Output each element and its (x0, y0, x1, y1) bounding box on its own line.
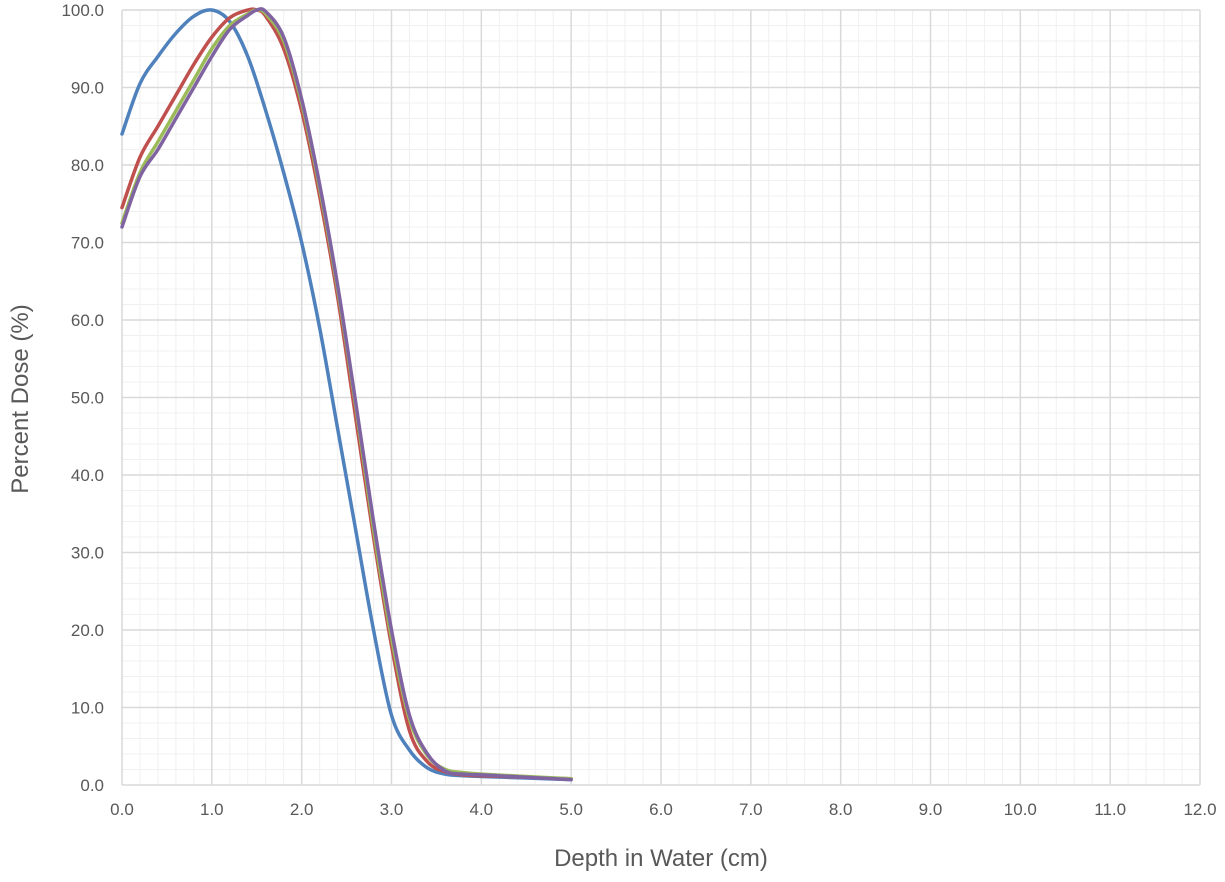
x-tick-label: 4.0 (470, 800, 494, 819)
y-axis-title: Percent Dose (%) (7, 304, 34, 493)
series-line-3 (120, 8, 573, 781)
x-axis-tick-labels: 0.0 1.0 2.0 3.0 4.0 5.0 6.0 7.0 8.0 9.0 10.0 11.0 12… (110, 800, 1216, 819)
x-tick-label: 8.0 (829, 800, 853, 819)
x-tick-label: 7.0 (739, 800, 763, 819)
x-tick-label: 10.0 (1004, 800, 1037, 819)
x-tick-label: 0.0 (110, 800, 134, 819)
y-tick-label: 10.0 (71, 699, 104, 718)
y-tick-label: 90.0 (71, 79, 104, 98)
x-tick-label: 11.0 (1094, 800, 1126, 819)
y-tick-label: 70.0 (71, 234, 104, 253)
series-line-2 (120, 7, 573, 781)
x-tick-label: 6.0 (649, 800, 673, 819)
y-tick-label: 40.0 (71, 466, 104, 485)
y-tick-label: 30.0 (71, 544, 104, 563)
y-tick-label: 100.0 (61, 1, 104, 20)
x-tick-label: 9.0 (919, 800, 943, 819)
series-line-4 (120, 7, 573, 782)
y-tick-label: 80.0 (71, 156, 104, 175)
y-tick-label: 0.0 (80, 776, 104, 795)
x-tick-label: 1.0 (200, 800, 224, 819)
y-axis-tick-labels: 0.0 10.0 20.0 30.0 40.0 50.0 60.0 70.0 80.0 90.0 1… (61, 1, 104, 795)
y-tick-label: 50.0 (71, 389, 104, 408)
major-gridlines (121, 9, 1201, 786)
x-axis-title: Depth in Water (cm) (554, 845, 768, 872)
y-tick-label: 60.0 (71, 311, 104, 330)
x-tick-label: 12.0 (1183, 800, 1216, 819)
y-tick-label: 20.0 (71, 621, 104, 640)
x-tick-label: 3.0 (380, 800, 404, 819)
x-tick-label: 2.0 (290, 800, 314, 819)
series-line-1 (120, 8, 573, 782)
x-tick-label: 5.0 (559, 800, 583, 819)
series-lines (120, 7, 573, 782)
